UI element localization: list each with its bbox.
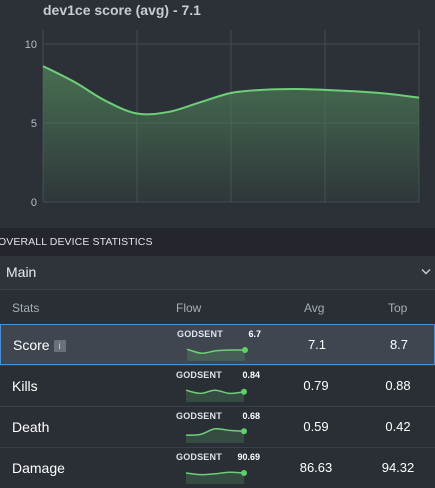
table-row-damage[interactable]: Damage GODSENT 90.69 86.63 94.32 <box>0 447 435 488</box>
stat-label: Death <box>12 419 50 435</box>
flow-cell: GODSENT 0.84 <box>176 368 266 406</box>
flow-team: GODSENT <box>176 370 222 380</box>
sparkline-area <box>186 390 244 402</box>
score-chart-svg: 0 5 10 <box>25 30 420 209</box>
stat-label: Score i <box>13 337 66 353</box>
avg-value: 86.63 <box>299 460 333 475</box>
header-flow: Flow <box>176 301 202 315</box>
chart-title: dev1ce score (avg) - 7.1 <box>43 2 201 18</box>
score-line <box>42 65 420 116</box>
top-value: 8.7 <box>389 337 409 352</box>
stat-label: Damage <box>12 460 65 476</box>
header-top: Top <box>388 301 408 315</box>
flow-cell: GODSENT 90.69 <box>176 450 266 488</box>
sparkline-line <box>186 348 246 354</box>
flow-team: GODSENT <box>176 452 222 462</box>
sparkline-line <box>185 471 245 476</box>
top-value: 0.42 <box>385 419 411 434</box>
y-tick-label: 10 <box>25 39 37 51</box>
flow-cell: GODSENT 0.68 <box>176 409 266 447</box>
flow-value: 0.68 <box>242 411 260 421</box>
top-value: 0.88 <box>385 378 411 393</box>
info-icon[interactable]: i <box>53 340 66 352</box>
stats-table: Stats Flow Avg Top Score i GODSENT 6.7 7.… <box>0 290 435 488</box>
top-value: 94.32 <box>381 460 415 475</box>
table-header: Stats Flow Avg Top <box>0 290 435 324</box>
avg-value: 7.1 <box>307 337 327 352</box>
table-row-score[interactable]: Score i GODSENT 6.7 7.1 8.7 <box>0 324 435 365</box>
header-avg: Avg <box>304 301 325 315</box>
flow-sparkline <box>186 347 248 361</box>
flow-cell: GODSENT 6.7 <box>177 327 267 365</box>
sparkline-area <box>186 428 244 443</box>
table-row-kills[interactable]: Kills GODSENT 0.84 0.79 0.88 <box>0 365 435 406</box>
y-tick-label: 5 <box>31 118 37 130</box>
sparkline-endpoint <box>241 428 247 435</box>
sparkline-endpoint <box>241 388 247 395</box>
overall-statistics-title: OVERALL DEVICE STATISTICS <box>0 236 153 248</box>
avg-value: 0.79 <box>303 378 329 393</box>
flow-sparkline <box>185 470 247 484</box>
header-stats: Stats <box>12 301 40 315</box>
sparkline-line <box>185 427 245 436</box>
stat-name: Score <box>13 337 50 353</box>
chevron-down-icon <box>421 269 431 275</box>
flow-sparkline <box>185 427 247 443</box>
sparkline-line <box>185 389 245 395</box>
overall-statistics-header: OVERALL DEVICE STATISTICS <box>0 228 435 256</box>
sparkline-area <box>187 349 245 361</box>
stat-label: Kills <box>12 378 38 394</box>
stats-scope-dropdown[interactable]: Main <box>0 256 435 290</box>
avg-value: 0.59 <box>303 419 329 434</box>
flow-value: 6.7 <box>248 329 261 339</box>
flow-value: 0.84 <box>242 370 260 380</box>
score-chart: 0 5 10 dev1ce score (avg) - 7.1 <box>0 0 435 228</box>
flow-value: 90.69 <box>237 452 260 462</box>
y-tick-label: 0 <box>31 197 37 209</box>
dropdown-selected-value: Main <box>6 264 37 280</box>
table-row-death[interactable]: Death GODSENT 0.68 0.59 0.42 <box>0 406 435 447</box>
flow-team: GODSENT <box>177 329 223 339</box>
flow-sparkline <box>185 388 247 402</box>
sparkline-endpoint <box>241 470 247 476</box>
score-area <box>43 66 419 203</box>
sparkline-endpoint <box>242 347 248 353</box>
flow-team: GODSENT <box>176 411 222 421</box>
